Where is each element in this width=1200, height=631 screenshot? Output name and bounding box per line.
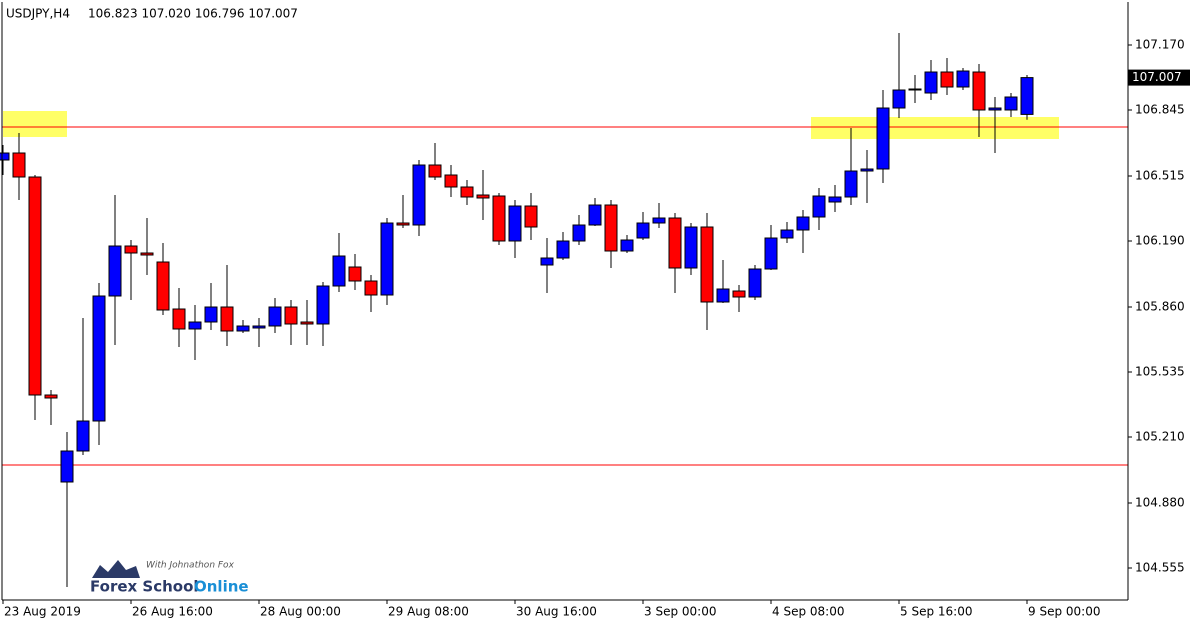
candle-body — [764, 237, 778, 270]
candle-body — [220, 306, 234, 332]
zone — [811, 117, 1059, 139]
x-tick-label: 28 Aug 00:00 — [260, 605, 341, 619]
candle-body — [716, 288, 730, 303]
candle-body — [44, 394, 58, 399]
candle-body — [636, 222, 650, 239]
candle-body — [1020, 77, 1034, 115]
last-price-label: 107.007 — [1132, 70, 1182, 84]
watermark: With Johnathon Fox Forex School Online — [90, 560, 249, 596]
candle-body — [140, 252, 154, 256]
y-tick-label: 104.555 — [1135, 561, 1185, 575]
candle-body — [876, 107, 890, 170]
candle-body — [828, 196, 842, 203]
y-tick-label: 104.880 — [1135, 496, 1185, 510]
candle-body — [780, 229, 794, 239]
watermark-brand-accent: Online — [194, 578, 249, 596]
watermark-tagline: With Johnathon Fox — [146, 561, 235, 571]
x-tick-label: 4 Sep 08:00 — [772, 605, 844, 619]
candle-body — [156, 261, 170, 311]
candle-body — [172, 308, 186, 330]
x-tick-label: 29 Aug 08:00 — [388, 605, 469, 619]
candle-body — [860, 168, 874, 172]
candle-body — [620, 239, 634, 252]
candle-body — [444, 174, 458, 188]
candle-body — [108, 245, 122, 297]
candle-body — [380, 222, 394, 296]
candle-body — [844, 170, 858, 198]
candle-body — [924, 71, 938, 94]
candle-body — [668, 217, 682, 269]
candle-body — [124, 245, 138, 254]
candle-body — [940, 71, 954, 88]
candle-body — [204, 306, 218, 323]
candle-body — [460, 186, 474, 198]
candle-body — [604, 204, 618, 252]
x-tick-label: 30 Aug 16:00 — [516, 605, 597, 619]
candle-body — [1004, 96, 1018, 111]
candle-body — [412, 164, 426, 226]
chart-title: USDJPY,H4 — [6, 7, 70, 21]
candle-body — [316, 285, 330, 325]
y-tick-label: 106.845 — [1135, 103, 1185, 117]
x-tick-label: 3 Sep 00:00 — [644, 605, 716, 619]
candle-body — [92, 295, 106, 422]
candle-body — [0, 152, 10, 161]
candle-body — [252, 325, 266, 329]
candle-body — [524, 205, 538, 228]
candle-body — [588, 204, 602, 226]
candle-body — [12, 152, 26, 178]
y-tick-label: 106.190 — [1135, 234, 1185, 248]
watermark-brand: Forex School — [90, 578, 199, 596]
y-tick-label: 105.210 — [1135, 430, 1185, 444]
candle-body — [652, 217, 666, 224]
candle-body — [972, 71, 986, 111]
candle-body — [908, 88, 922, 91]
y-tick-label: 105.860 — [1135, 300, 1185, 314]
candle-body — [364, 280, 378, 296]
candle-body — [508, 205, 522, 242]
candle-body — [332, 255, 346, 287]
x-tick-label: 5 Sep 16:00 — [900, 605, 972, 619]
candle-body — [540, 257, 554, 266]
candle-body — [268, 306, 282, 327]
candle-body — [236, 325, 250, 332]
y-tick-label: 107.170 — [1135, 38, 1185, 52]
candle-body — [892, 89, 906, 109]
candle-body — [556, 240, 570, 259]
y-tick-label: 105.535 — [1135, 365, 1185, 379]
candle-body — [476, 194, 490, 199]
candle-body — [492, 195, 506, 242]
chart-subtitle: 106.823 107.020 106.796 107.007 — [88, 7, 298, 21]
candle-body — [428, 164, 442, 178]
candle-body — [812, 195, 826, 218]
candle-body — [796, 216, 810, 231]
candle-body — [988, 107, 1002, 111]
candle-body — [76, 420, 90, 452]
candle-body — [732, 290, 746, 298]
candle-body — [396, 222, 410, 226]
x-tick-label: 9 Sep 00:00 — [1028, 605, 1100, 619]
candle-body — [684, 226, 698, 269]
candle-body — [700, 226, 714, 303]
candle-body — [572, 224, 586, 242]
candle-body — [188, 321, 202, 330]
candle-body — [28, 176, 42, 396]
last-price-box — [1128, 69, 1190, 86]
y-tick-label: 106.515 — [1135, 169, 1185, 183]
x-tick-label: 23 Aug 2019 — [4, 605, 81, 619]
candle-body — [284, 306, 298, 325]
candle-body — [348, 266, 362, 282]
logo-icon — [92, 560, 140, 578]
candle-body — [748, 268, 762, 298]
candle-body — [300, 321, 314, 325]
zone — [3, 111, 67, 137]
candle-body — [956, 70, 970, 88]
candle-body — [60, 450, 74, 483]
x-tick-label: 26 Aug 16:00 — [132, 605, 213, 619]
